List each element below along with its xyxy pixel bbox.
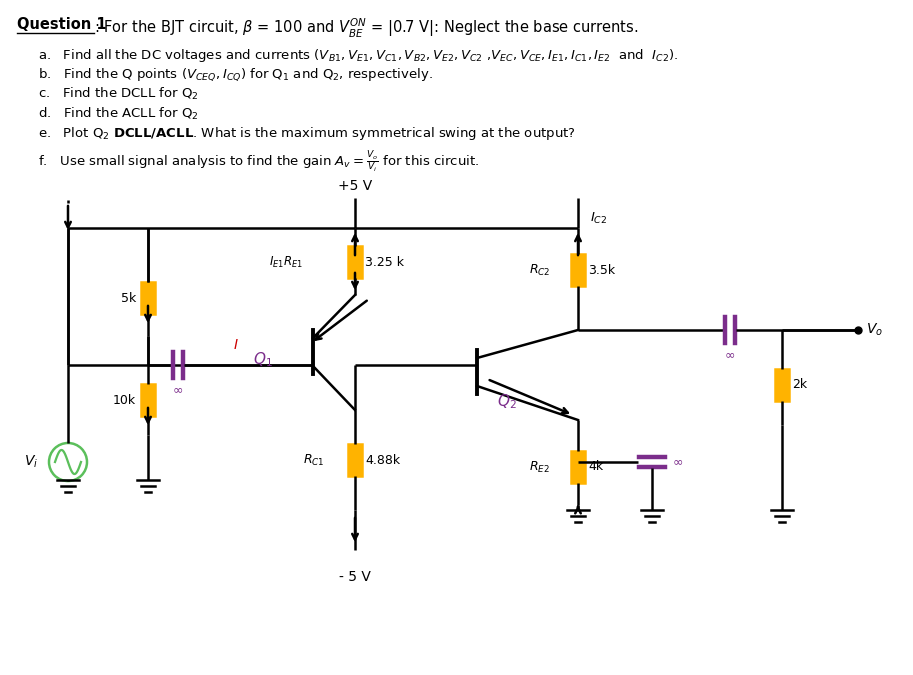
Text: $V_o$: $V_o$	[866, 322, 883, 338]
Text: $I_{C2}$: $I_{C2}$	[590, 211, 607, 225]
Text: 10k: 10k	[113, 394, 136, 406]
Text: 5k: 5k	[121, 292, 136, 304]
Text: $\infty$: $\infty$	[672, 456, 683, 468]
Text: 4k: 4k	[588, 460, 603, 473]
Text: f.   Use small signal analysis to find the gain $A_v = \frac{V_o}{V_i}$ for this: f. Use small signal analysis to find the…	[38, 150, 479, 175]
Bar	[775, 369, 789, 401]
Text: $R_{C1}$: $R_{C1}$	[303, 452, 325, 468]
Text: d.   Find the ACLL for Q$_2$: d. Find the ACLL for Q$_2$	[38, 106, 199, 122]
Text: +5 V: +5 V	[338, 179, 373, 193]
Text: a.   Find all the DC voltages and currents ($V_{B1}, V_{E1}, V_{C1}, V_{B2}, V_{: a. Find all the DC voltages and currents…	[38, 47, 678, 64]
Bar	[348, 246, 362, 278]
Bar	[348, 444, 362, 476]
Bar	[571, 254, 585, 286]
Text: $Q_2$: $Q_2$	[497, 392, 517, 410]
Bar	[141, 282, 155, 314]
Text: - 5 V: - 5 V	[339, 570, 371, 584]
Text: 3.5k: 3.5k	[588, 263, 615, 277]
Text: 2k: 2k	[792, 379, 807, 391]
Text: : For the BJT circuit, $\beta$ = 100 and $V_{BE}^{ON}$ = |0.7 V|: Neglect the ba: : For the BJT circuit, $\beta$ = 100 and…	[94, 17, 638, 40]
Text: $I$: $I$	[233, 338, 239, 352]
Text: b.   Find the Q points ($V_{CEQ}, I_{CQ}$) for Q$_1$ and Q$_2$, respectively.: b. Find the Q points ($V_{CEQ}, I_{CQ}$)…	[38, 66, 433, 83]
Text: $Q_1$: $Q_1$	[253, 350, 273, 369]
Text: $I_{E1}R_{E1}$: $I_{E1}R_{E1}$	[269, 254, 303, 269]
Text: 3.25 k: 3.25 k	[365, 256, 404, 269]
Text: 4.88k: 4.88k	[365, 454, 400, 466]
Bar	[571, 451, 585, 483]
Bar	[141, 384, 155, 416]
Text: c.   Find the DCLL for Q$_2$: c. Find the DCLL for Q$_2$	[38, 86, 199, 102]
Text: $R_{C2}$: $R_{C2}$	[529, 263, 550, 277]
Text: e.   Plot Q$_2$ $\mathbf{DCLL/ACLL}$. What is the maximum symmetrical swing at t: e. Plot Q$_2$ $\mathbf{DCLL/ACLL}$. What…	[38, 125, 575, 142]
Text: Question 1: Question 1	[17, 17, 107, 32]
Text: $\infty$: $\infty$	[173, 383, 184, 396]
Text: $\infty$: $\infty$	[724, 348, 736, 361]
Text: $V_i$: $V_i$	[24, 454, 38, 470]
Text: $R_{E2}$: $R_{E2}$	[530, 460, 550, 475]
